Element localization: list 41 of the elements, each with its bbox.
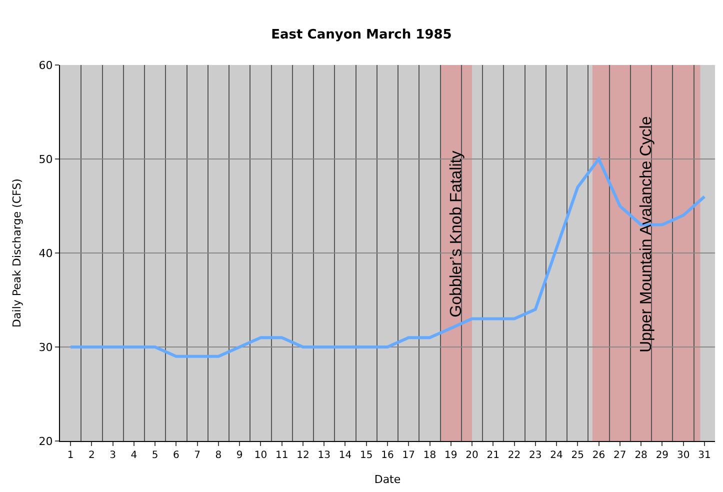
y-tick-label: 40 [38,246,53,260]
x-tick-label: 20 [466,450,478,461]
x-tick-label: 11 [275,450,288,461]
x-tick-label: 28 [634,450,648,461]
x-tick-label: 5 [152,450,158,461]
x-tick-label: 6 [173,450,180,461]
x-tick-label: 13 [318,450,330,461]
x-tick-label: 7 [194,450,201,461]
x-tick-label: 2 [88,450,95,461]
x-tick-label: 22 [508,450,521,461]
x-tick-label: 27 [614,450,626,461]
x-tick-label: 23 [529,450,542,461]
x-axis-title: Date [374,473,401,486]
y-tick-label: 60 [38,58,53,72]
chart-title: East Canyon March 1985 [271,28,452,43]
y-tick-label: 20 [38,434,53,448]
x-tick-label: 16 [381,450,394,461]
x-tick-label: 4 [130,450,138,461]
x-tick-label: 31 [698,450,711,461]
x-tick-label: 24 [550,450,563,461]
x-tick-label: 15 [360,450,373,461]
x-tick-label: 29 [656,450,669,461]
x-tick-label: 10 [254,450,268,461]
y-tick-label: 50 [38,152,53,166]
x-tick-label: 12 [296,450,310,461]
band-label: Gobbler’s Knob Fatality [448,150,465,318]
x-tick-label: 30 [676,450,690,461]
x-tick-label: 14 [338,450,352,461]
x-tick-label: 19 [444,450,458,461]
x-tick-label: 21 [486,450,500,461]
x-tick-label: 18 [423,450,436,461]
band-label: Upper Mountain Avalanche Cycle [638,116,656,353]
x-tick-label: 8 [215,450,222,461]
x-tick-label: 17 [402,450,415,461]
x-tick-label: 1 [67,450,74,461]
x-tick-label: 9 [236,450,243,461]
y-tick-label: 30 [38,340,53,354]
y-axis-title: Daily Peak Discharge (CFS) [10,178,24,328]
x-tick-label: 26 [592,450,606,461]
x-tick-label: 3 [110,450,116,461]
x-tick-label: 25 [571,450,584,461]
